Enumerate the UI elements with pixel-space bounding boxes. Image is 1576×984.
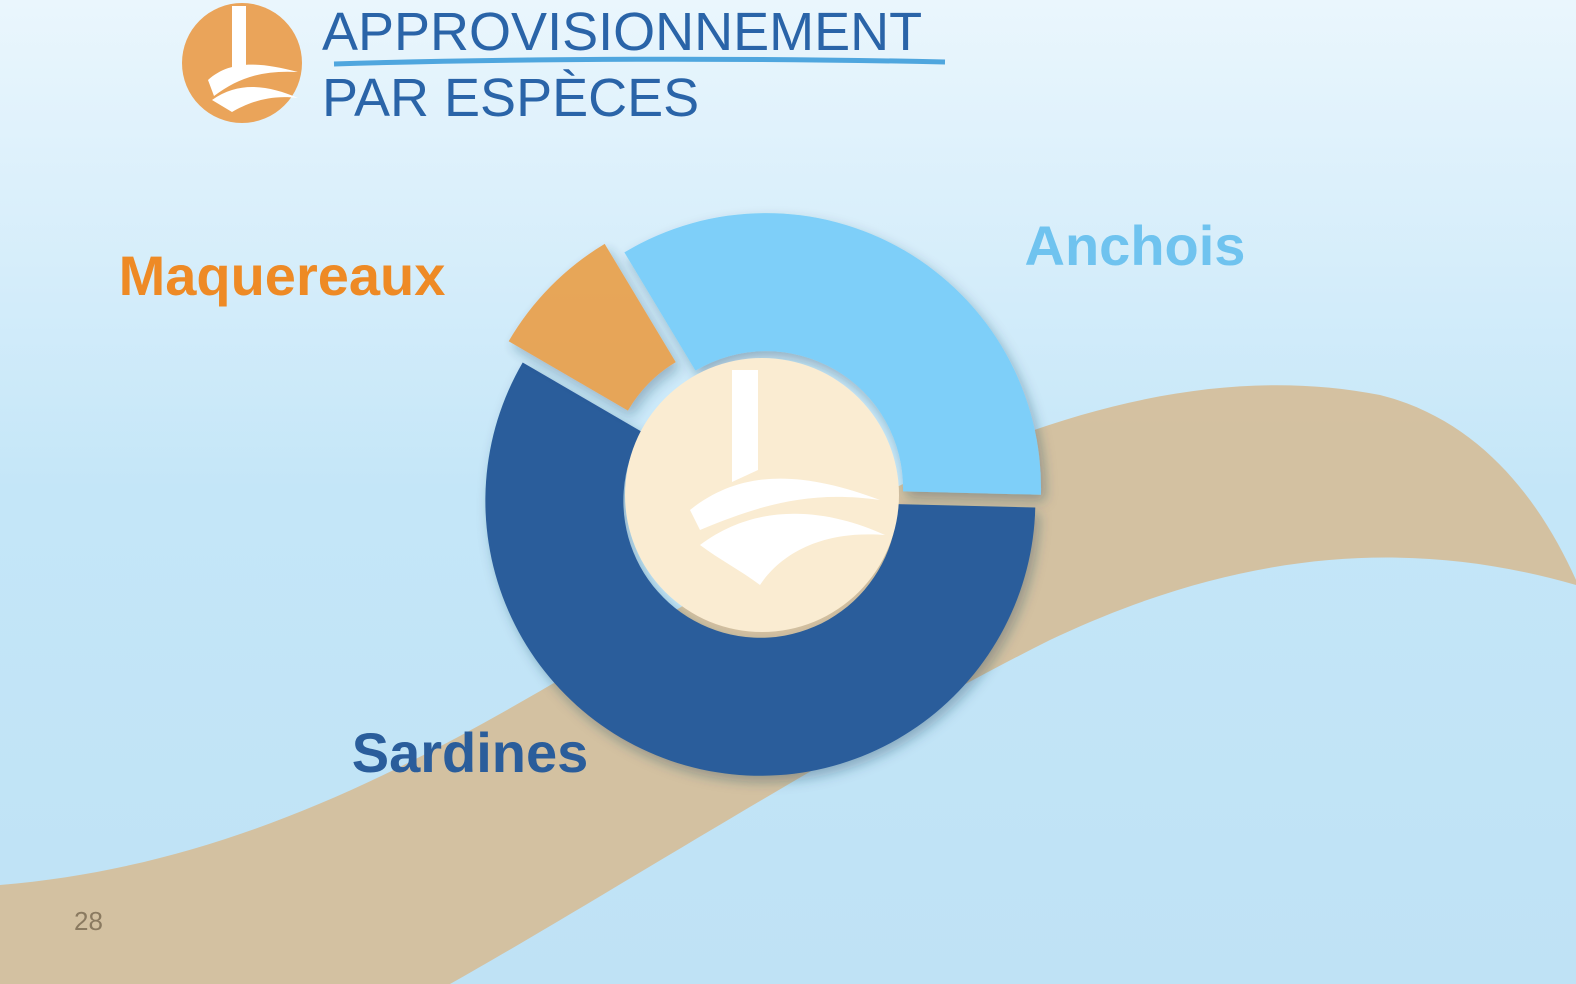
subtitle: PAR ESPÈCES xyxy=(322,68,699,128)
category-label: Maquereaux xyxy=(119,244,446,307)
title: APPROVISIONNEMENT xyxy=(322,2,922,62)
logo xyxy=(182,3,302,123)
category-label: Anchois xyxy=(1025,214,1246,277)
center-logo xyxy=(690,370,885,585)
category-label: Sardines xyxy=(352,721,589,784)
donut xyxy=(485,213,1042,776)
donut-slice xyxy=(624,213,1042,495)
page-number: 28 xyxy=(74,906,103,936)
donut-slice xyxy=(508,243,676,411)
title-underline xyxy=(333,56,946,67)
donut-slice xyxy=(485,362,1036,776)
